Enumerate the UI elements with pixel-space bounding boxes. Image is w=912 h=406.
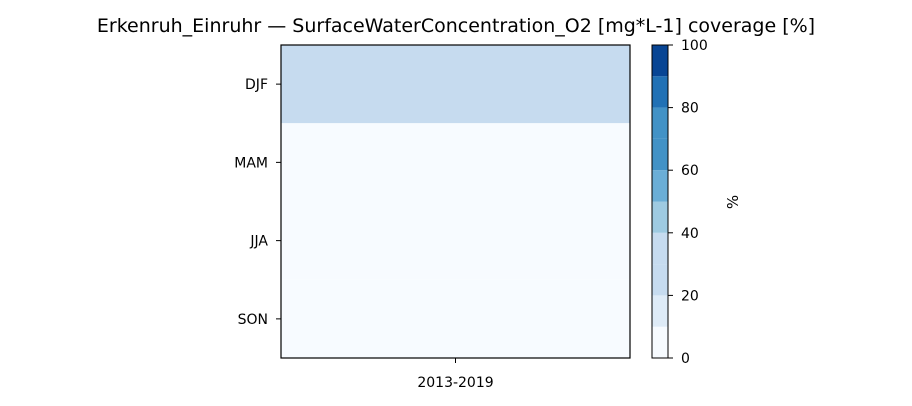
colorbar-segment xyxy=(652,170,668,202)
colorbar: 0 20 40 60 80 100 xyxy=(651,38,708,367)
heatmap-cell xyxy=(281,279,630,358)
chart-title: Erkenruh_Einruhr — SurfaceWaterConcentra… xyxy=(97,15,815,37)
y-tick-label: MAM xyxy=(234,155,268,171)
colorbar-segment xyxy=(652,201,668,233)
colorbar-segment xyxy=(652,264,668,296)
colorbar-tick-label: 0 xyxy=(681,351,690,367)
colorbar-frame xyxy=(651,44,669,359)
x-tick-label: 2013-2019 xyxy=(417,375,493,391)
colorbar-segment xyxy=(652,232,668,265)
colorbar-segment xyxy=(652,45,668,77)
colorbar-label: % xyxy=(724,195,742,209)
y-tick-label: JJA xyxy=(249,234,268,250)
colorbar-tick-label: 20 xyxy=(681,288,699,304)
colorbar-segment xyxy=(652,326,668,358)
colorbar-segment xyxy=(652,295,668,327)
colorbar-segment xyxy=(652,138,668,171)
y-tick-label: DJF xyxy=(245,77,268,93)
heatmap-cell xyxy=(281,201,630,280)
colorbar-tick-label: 100 xyxy=(681,38,708,54)
colorbar-tick-label: 60 xyxy=(681,163,699,179)
x-axis-ticks: 2013-2019 xyxy=(417,358,494,391)
colorbar-segment xyxy=(652,76,668,108)
y-tick-label: SON xyxy=(238,312,268,328)
heatmap-cell xyxy=(281,123,630,202)
heatmap-cells xyxy=(281,45,630,358)
colorbar-segment xyxy=(652,107,668,139)
colorbar-tick-label: 80 xyxy=(681,101,699,117)
heatmap-cell xyxy=(281,45,630,124)
colorbar-tick-label: 40 xyxy=(681,226,699,242)
y-axis-ticks: DJF MAM JJA SON xyxy=(234,77,281,328)
